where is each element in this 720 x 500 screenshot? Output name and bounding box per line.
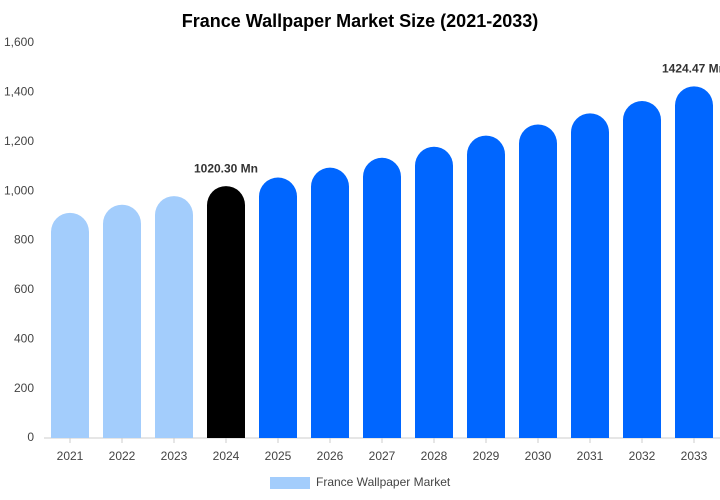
data-label: 1424.47 Mn [662,62,720,76]
bar [155,196,193,438]
bar [363,157,401,438]
bar [623,101,661,438]
chart-title: France Wallpaper Market Size (2021-2033) [182,11,539,31]
x-tick-label: 2021 [57,449,84,463]
bar [51,212,89,438]
x-tick-label: 2026 [317,449,344,463]
legend-label: France Wallpaper Market [316,475,451,489]
data-label: 1020.30 Mn [194,161,258,175]
bar [311,167,349,438]
x-tick-label: 2022 [109,449,136,463]
x-tick-label: 2027 [369,449,396,463]
x-tick-label: 2023 [161,449,188,463]
y-tick-label: 600 [14,282,34,296]
y-tick-label: 1,200 [4,134,34,148]
bar [467,135,505,438]
x-tick-label: 2028 [421,449,448,463]
y-tick-label: 400 [14,331,34,345]
bar [103,204,141,438]
x-tick-label: 2032 [629,449,656,463]
y-tick-label: 1,600 [4,35,34,49]
bar [415,146,453,438]
x-tick-label: 2030 [525,449,552,463]
bar [571,113,609,438]
x-tick-label: 2031 [577,449,604,463]
y-tick-label: 1,400 [4,85,34,99]
x-tick-label: 2029 [473,449,500,463]
y-tick-label: 1,000 [4,183,34,197]
x-tick-label: 2024 [213,449,240,463]
bar [519,124,557,438]
y-tick-label: 200 [14,381,34,395]
bar [675,86,713,438]
x-tick-label: 2025 [265,449,292,463]
bar [259,177,297,438]
x-tick-label: 2033 [681,449,708,463]
y-tick-label: 800 [14,233,34,247]
bar [207,186,245,438]
y-tick-label: 0 [27,430,34,444]
legend-swatch [270,477,310,489]
